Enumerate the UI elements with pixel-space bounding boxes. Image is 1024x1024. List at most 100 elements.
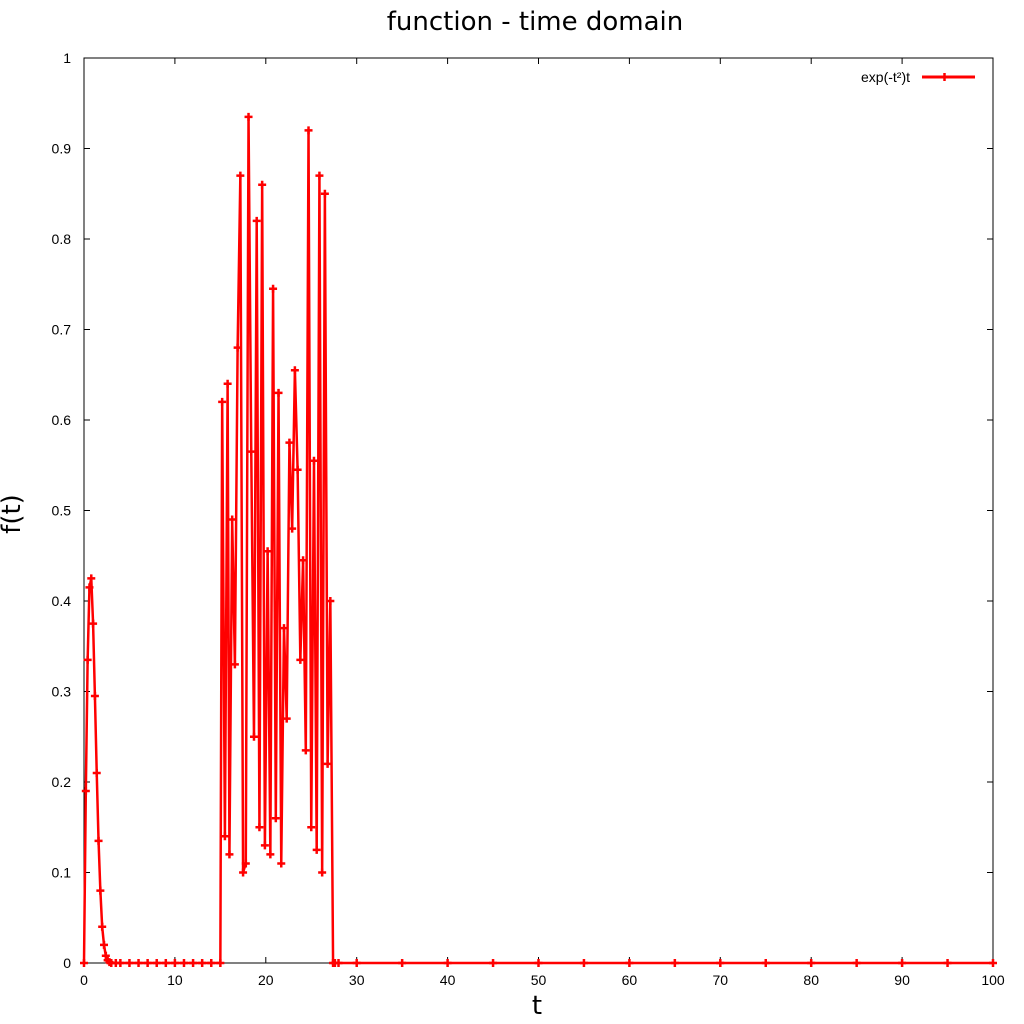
x-tick-label: 20 [258,972,274,988]
data-point-marker [352,959,361,967]
data-point-marker [247,447,256,456]
x-tick-label: 100 [981,972,1005,988]
data-point-marker [296,655,305,664]
data-point-marker [89,619,98,628]
data-point-marker [323,759,332,768]
data-point-marker [318,868,327,877]
legend-label: exp(-t²)t [861,69,910,85]
data-point-marker [320,189,329,198]
y-tick-label: 0.5 [52,503,72,519]
data-point-marker [143,959,152,967]
data-point-marker [670,959,679,967]
x-tick-label: 30 [349,972,365,988]
data-point-marker [266,850,275,859]
data-point-marker [233,343,242,352]
data-point-marker [309,456,318,465]
data-point-marker [83,655,92,664]
y-tick-label: 0.4 [52,593,72,609]
data-point-marker [334,959,343,967]
data-point-marker [198,959,207,967]
data-point-marker [398,959,407,967]
series-line [82,115,993,965]
data-point-marker [290,366,299,375]
x-tick-label: 10 [167,972,183,988]
data-point-marker [489,959,498,967]
y-tick-label: 0.3 [52,684,72,700]
data-point-marker [716,959,725,967]
data-point-marker [152,959,161,967]
data-point-marker [252,216,261,225]
y-tick-label: 0 [63,955,71,971]
x-tick-label: 40 [440,972,456,988]
chart-title: function - time domain [387,7,684,37]
data-point-marker [282,714,291,723]
data-point-marker [81,787,90,796]
data-point-marker [625,959,634,967]
data-point-marker [255,823,264,832]
x-tick-label: 60 [622,972,638,988]
x-tick-label: 90 [894,972,910,988]
axis-ticks: 0 10 20 30 40 50 60 70 80 90 100 0 0.1 0.2 0.3 0.4 0.5 0.… [52,50,1005,988]
data-point-marker [307,823,316,832]
data-point-marker [236,171,245,180]
data-point-marker [244,112,253,121]
data-point-marker [279,624,288,633]
data-point-marker [228,515,237,524]
data-point-marker [241,859,250,868]
data-point-marker [189,959,198,967]
data-point-marker [807,959,816,967]
data-point-marker [92,768,101,777]
legend: exp(-t²)t [861,69,975,85]
y-tick-label: 0.9 [52,141,72,157]
data-point-marker [207,959,216,967]
data-point-marker [534,959,543,967]
data-point-marker [230,660,239,669]
data-point-marker [239,868,248,877]
data-point-marker [299,556,308,565]
data-point-marker [301,746,310,755]
data-point-marker [312,845,321,854]
y-tick-label: 0.1 [52,865,72,881]
data-point-marker [249,732,258,741]
data-point-marker [326,597,335,605]
data-point-marker [87,574,96,583]
data-point-marker [85,583,94,592]
data-point-marker [852,959,861,967]
data-point-marker [101,951,110,960]
data-point-marker [220,832,229,841]
data-point-marker [443,959,452,967]
data-point-marker [260,841,269,850]
data-point-marker [761,959,770,967]
data-point-marker [225,850,234,859]
data-point-marker [943,959,952,967]
y-tick-label: 0.6 [52,412,72,428]
data-point-marker [898,959,907,967]
data-point-marker [99,940,108,949]
data-point-marker [288,524,297,533]
data-point-marker [277,859,286,868]
x-tick-label: 0 [80,972,88,988]
data-point-marker [116,959,125,967]
data-point-marker [216,959,225,967]
y-axis-label: f(t) [0,494,27,534]
data-point-marker [989,959,997,967]
data-point-marker [293,465,302,474]
data-point-marker [134,959,143,967]
data-point-marker [223,379,232,388]
y-tick-label: 1 [63,50,71,66]
data-point-marker [258,180,267,189]
legend-marker [940,73,949,81]
series-group [80,112,997,967]
data-point-marker [579,959,588,967]
y-tick-label: 0.8 [52,231,72,247]
data-point-marker [269,284,278,293]
data-point-marker [218,397,227,406]
data-point-marker [315,171,324,180]
data-point-marker [271,814,280,823]
data-point-marker [90,692,99,701]
data-point-marker [98,922,107,931]
data-point-marker [125,959,134,967]
x-tick-label: 80 [803,972,819,988]
y-tick-label: 0.7 [52,322,72,338]
